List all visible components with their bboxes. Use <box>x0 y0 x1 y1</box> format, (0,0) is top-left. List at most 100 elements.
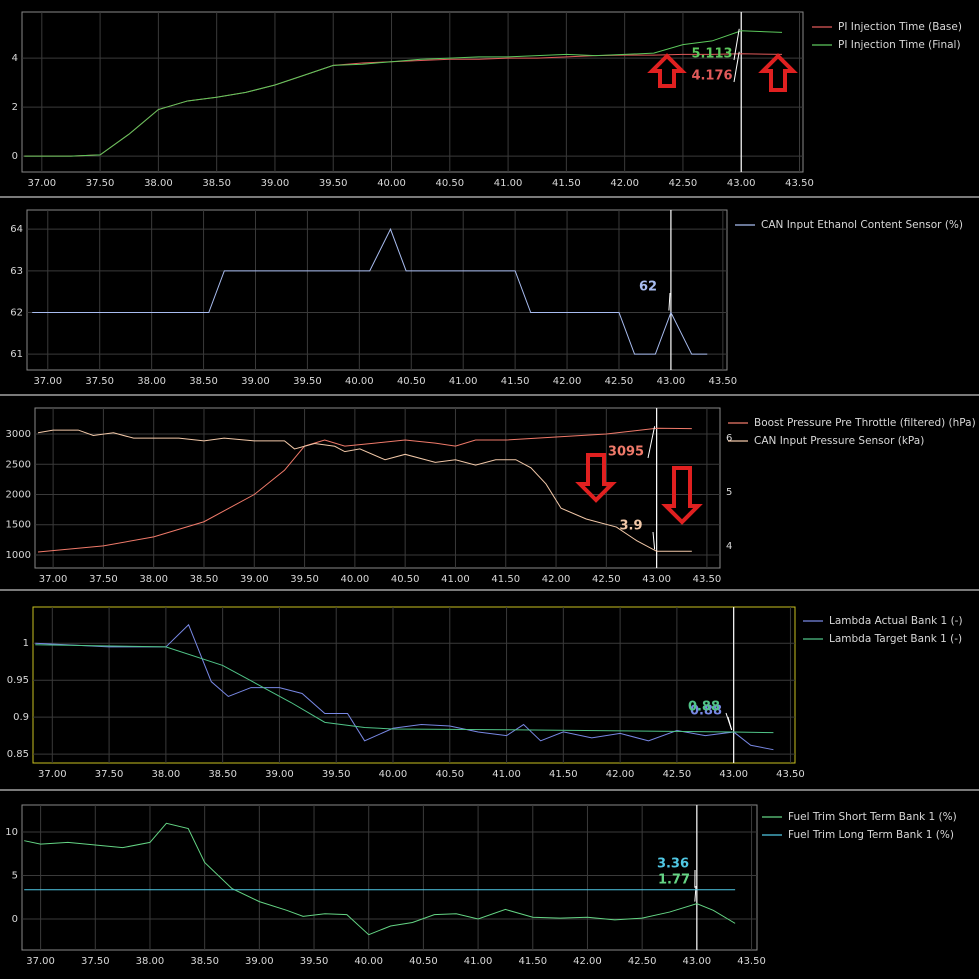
plot-frame <box>32 606 796 764</box>
legend-label: Fuel Trim Short Term Bank 1 (%) <box>788 811 957 823</box>
x-tick-label: 40.50 <box>435 769 464 780</box>
cursor-pointer <box>733 28 740 61</box>
x-tick-label: 37.00 <box>33 376 62 387</box>
x-tick-label: 42.50 <box>669 178 698 189</box>
cursor-pointer <box>725 712 733 731</box>
y-tick-label: 4 <box>12 53 18 64</box>
x-tick-label: 41.00 <box>449 376 478 387</box>
x-tick-label: 43.00 <box>657 376 686 387</box>
x-tick-label: 43.50 <box>785 178 814 189</box>
plot-frame <box>21 11 804 173</box>
y-tick-label: 63 <box>10 266 23 277</box>
series-line <box>37 427 692 553</box>
legend-label: Lambda Target Bank 1 (-) <box>829 633 962 645</box>
x-tick-label: 40.50 <box>435 178 464 189</box>
x-tick-label: 41.00 <box>494 178 523 189</box>
legend-label: CAN Input Pressure Sensor (kPa) <box>754 435 924 447</box>
y-tick-label: 64 <box>10 224 23 235</box>
cursor-value: 3.9 <box>619 519 642 534</box>
x-tick-label: 43.50 <box>776 769 805 780</box>
cursor-value: 4.176 <box>691 69 732 84</box>
series-line <box>37 429 692 552</box>
x-tick-label: 38.50 <box>202 178 231 189</box>
x-tick-label: 37.50 <box>89 574 118 585</box>
cursor-value: 0.88 <box>690 704 722 719</box>
legend-label: Lambda Actual Bank 1 (-) <box>829 615 963 627</box>
y-tick-label: 0 <box>12 914 18 925</box>
cursor-pointer <box>652 531 656 550</box>
x-tick-label: 39.00 <box>261 178 290 189</box>
x-tick-label: 39.50 <box>290 574 319 585</box>
y-tick-label: 5 <box>12 870 18 881</box>
x-tick-label: 40.50 <box>397 376 426 387</box>
legend-label: Fuel Trim Long Term Bank 1 (%) <box>788 829 954 841</box>
x-tick-label: 42.00 <box>573 956 602 967</box>
y2-tick-label: 5 <box>726 487 732 498</box>
x-tick-label: 41.00 <box>492 769 521 780</box>
y-tick-label: 0.85 <box>7 749 29 760</box>
y-tick-label: 1 <box>23 638 29 649</box>
x-tick-label: 38.00 <box>136 956 165 967</box>
x-tick-label: 40.00 <box>377 178 406 189</box>
x-tick-label: 42.00 <box>542 574 571 585</box>
x-tick-label: 38.00 <box>144 178 173 189</box>
y-tick-label: 10 <box>5 827 18 838</box>
x-tick-label: 38.50 <box>208 769 237 780</box>
cursor-value: 3095 <box>608 445 644 460</box>
x-tick-label: 43.00 <box>683 956 712 967</box>
y-tick-label: 2 <box>12 102 18 113</box>
x-tick-label: 40.00 <box>379 769 408 780</box>
legend-label: PI Injection Time (Final) <box>838 39 961 51</box>
series-line <box>24 30 783 157</box>
x-tick-label: 40.50 <box>409 956 438 967</box>
x-tick-label: 39.50 <box>293 376 322 387</box>
x-tick-label: 43.50 <box>709 376 738 387</box>
x-tick-label: 37.50 <box>85 376 114 387</box>
y-tick-label: 2000 <box>6 490 31 501</box>
y-tick-label: 2500 <box>6 459 31 470</box>
x-tick-label: 41.50 <box>552 178 581 189</box>
x-tick-label: 39.00 <box>240 574 269 585</box>
x-tick-label: 43.50 <box>693 574 722 585</box>
legend-label: CAN Input Ethanol Content Sensor (%) <box>761 219 963 231</box>
x-tick-label: 39.00 <box>265 769 294 780</box>
cursor-pointer <box>733 51 740 83</box>
x-tick-label: 39.00 <box>241 376 270 387</box>
x-tick-label: 41.00 <box>441 574 470 585</box>
x-tick-label: 42.50 <box>592 574 621 585</box>
x-tick-label: 37.00 <box>27 178 56 189</box>
x-tick-label: 41.00 <box>464 956 493 967</box>
x-tick-label: 42.00 <box>606 769 635 780</box>
x-tick-label: 38.50 <box>189 376 218 387</box>
x-tick-label: 41.50 <box>491 574 520 585</box>
series-line <box>35 644 774 734</box>
cursor-value: 3.36 <box>657 857 689 872</box>
y-tick-label: 3000 <box>6 429 31 440</box>
x-tick-label: 39.50 <box>319 178 348 189</box>
cursor-pointer <box>694 885 697 902</box>
y-tick-label: 1000 <box>6 550 31 561</box>
series-line <box>24 822 736 936</box>
x-tick-label: 37.00 <box>26 956 55 967</box>
series-line <box>35 623 774 751</box>
y-tick-label: 0 <box>12 151 18 162</box>
x-tick-label: 39.50 <box>322 769 351 780</box>
plot-frame <box>21 804 758 951</box>
x-tick-label: 37.00 <box>38 769 67 780</box>
x-tick-label: 41.50 <box>518 956 547 967</box>
x-tick-label: 38.00 <box>137 376 166 387</box>
charts: 37.00 37.50 38.00 38.50 39.00 39.50 40.00 40.50… <box>5 11 976 967</box>
separators <box>0 196 979 791</box>
y-tick-label: 62 <box>10 308 23 319</box>
x-tick-label: 37.50 <box>86 178 115 189</box>
x-tick-label: 38.00 <box>139 574 168 585</box>
cursor-value: 0.88 <box>688 700 720 715</box>
x-tick-label: 40.50 <box>391 574 420 585</box>
x-tick-label: 42.00 <box>553 376 582 387</box>
cursor-pointer <box>668 292 671 311</box>
y2-tick-label: 6 <box>726 433 732 444</box>
x-tick-label: 39.00 <box>245 956 274 967</box>
legend-label: PI Injection Time (Base) <box>838 21 962 33</box>
x-tick-label: 40.00 <box>345 376 374 387</box>
